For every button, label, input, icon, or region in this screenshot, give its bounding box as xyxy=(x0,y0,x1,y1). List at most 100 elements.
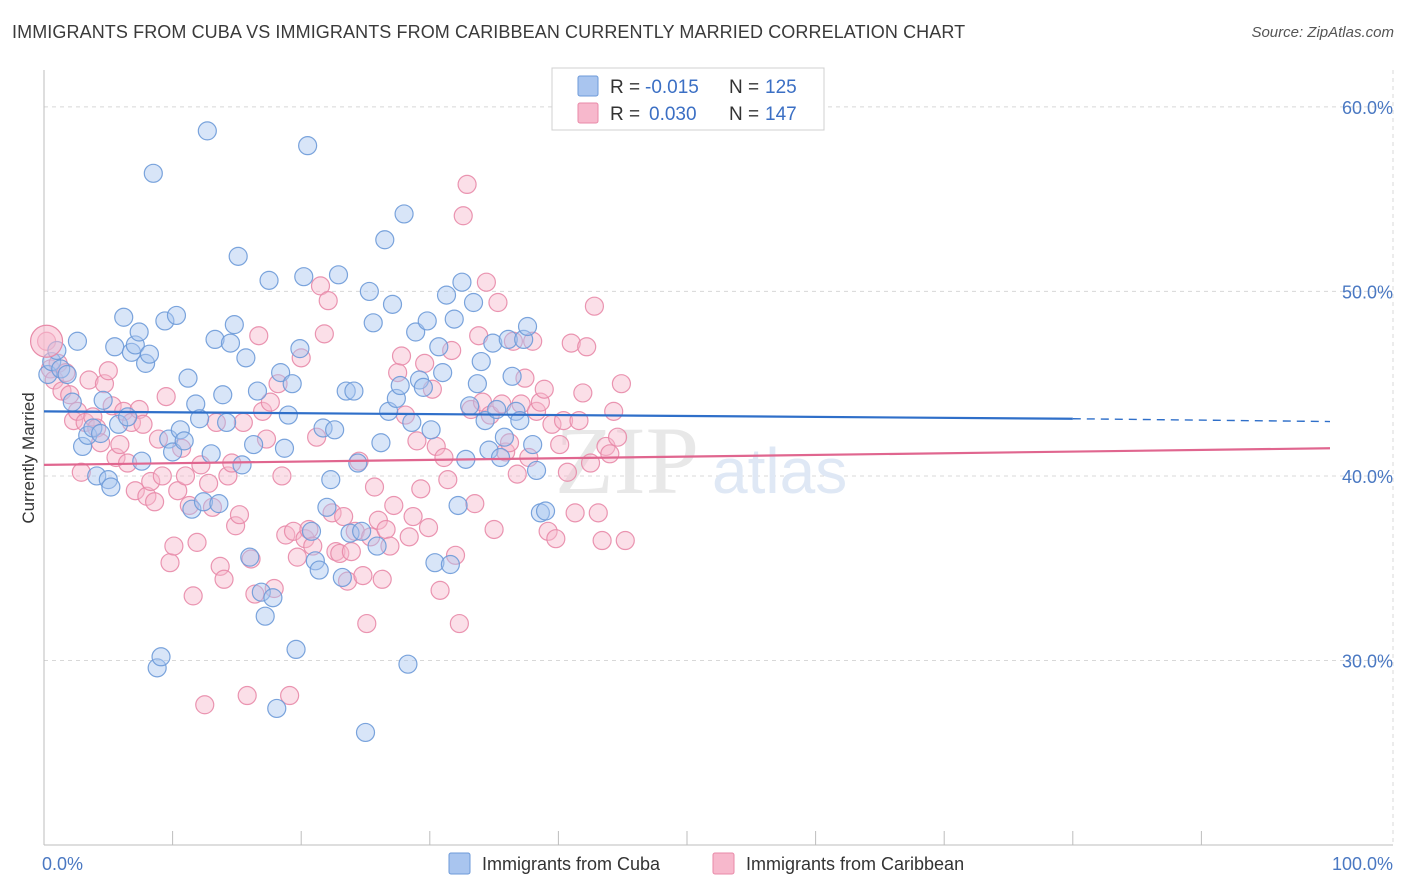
trend-line-caribbean xyxy=(43,447,1331,466)
point-caribbean-38 xyxy=(183,586,203,606)
point-cuba-28 xyxy=(155,311,175,331)
legend-swatch-cuba xyxy=(577,75,599,97)
point-cuba-17 xyxy=(114,307,134,327)
point-caribbean-103 xyxy=(434,447,454,468)
point-caribbean-9 xyxy=(71,462,91,482)
point-cuba-108 xyxy=(463,292,484,313)
point-cuba-97 xyxy=(421,420,441,440)
point-caribbean-23 xyxy=(125,481,145,501)
point-cuba-72 xyxy=(325,420,345,440)
point-caribbean-107 xyxy=(449,613,469,634)
point-caribbean-83 xyxy=(357,613,377,634)
point-cuba-38 xyxy=(193,492,214,512)
point-caribbean-16 xyxy=(98,361,118,381)
point-caribbean-140 xyxy=(577,337,597,357)
point-cuba-117 xyxy=(498,329,518,350)
point-cuba-26 xyxy=(147,658,167,678)
point-caribbean-139 xyxy=(573,383,593,403)
point-caribbean-19 xyxy=(110,434,130,455)
point-cuba-73 xyxy=(328,265,349,285)
point-cuba-66 xyxy=(301,521,322,541)
point-cuba-53 xyxy=(251,582,271,602)
point-caribbean-120 xyxy=(499,433,520,453)
point-cuba-87 xyxy=(382,294,403,314)
point-caribbean-149 xyxy=(611,374,632,394)
point-cuba-62 xyxy=(286,639,306,660)
point-cuba-39 xyxy=(197,121,217,141)
point-caribbean-102 xyxy=(430,580,450,600)
point-caribbean-137 xyxy=(565,503,585,523)
point-caribbean-54 xyxy=(245,584,265,604)
axes xyxy=(43,70,1393,846)
point-cuba-100 xyxy=(433,363,453,383)
point-cuba-116 xyxy=(494,427,514,447)
point-cuba-25 xyxy=(143,163,163,183)
point-cuba-44 xyxy=(217,412,237,433)
point-cuba-27 xyxy=(151,647,171,667)
point-caribbean-130 xyxy=(538,521,558,541)
point-cuba-126 xyxy=(535,501,556,521)
point-cuba-11 xyxy=(90,423,111,444)
point-cuba-92 xyxy=(402,412,422,433)
point-cuba-55 xyxy=(259,270,279,290)
y-tick-label-30: 30.0% xyxy=(1342,651,1393,671)
point-cuba-113 xyxy=(483,333,503,353)
point-cuba-99 xyxy=(429,337,449,357)
point-cuba-74 xyxy=(332,567,352,588)
y-tick-labels: 30.0% 40.0% 50.0% 60.0% xyxy=(1342,98,1393,672)
point-caribbean-34 xyxy=(168,481,188,501)
point-caribbean-41 xyxy=(195,695,215,715)
point-cuba-123 xyxy=(523,434,543,455)
point-cuba-64 xyxy=(294,267,314,287)
point-cuba-90 xyxy=(394,204,414,224)
legend-n-value-caribbean: 147 xyxy=(765,104,797,125)
point-cuba-68 xyxy=(309,560,329,580)
point-caribbean-96 xyxy=(407,431,427,451)
point-caribbean-90 xyxy=(384,495,404,516)
point-cuba-114 xyxy=(487,399,507,420)
point-cuba-111 xyxy=(475,410,495,431)
point-cuba-110 xyxy=(471,351,491,372)
legend-r-value-cuba: -0.015 xyxy=(645,77,699,98)
point-caribbean-32 xyxy=(160,553,180,573)
point-caribbean-69 xyxy=(303,536,323,556)
point-caribbean-132 xyxy=(546,529,566,549)
point-caribbean-11 xyxy=(79,370,99,390)
point-caribbean-85 xyxy=(364,477,385,497)
point-caribbean-143 xyxy=(588,503,608,523)
point-caribbean-49 xyxy=(226,516,246,536)
point-cuba-75 xyxy=(336,381,356,401)
point-caribbean-129 xyxy=(534,379,554,399)
point-cuba-84 xyxy=(371,433,391,453)
point-caribbean-24 xyxy=(129,399,149,420)
legend-swatch-caribbean xyxy=(577,102,599,124)
point-cuba-122 xyxy=(517,316,538,337)
point-cuba-14 xyxy=(101,477,121,497)
point-caribbean-6 xyxy=(60,385,80,405)
legend-r-label-caribbean: R = xyxy=(610,104,640,125)
point-caribbean-43 xyxy=(202,497,223,517)
point-caribbean-27 xyxy=(141,471,161,492)
y-tick-label-60: 60.0% xyxy=(1342,98,1393,118)
point-caribbean-60 xyxy=(268,374,288,394)
point-cuba-85 xyxy=(375,230,395,250)
bottom-legend-swatch-caribbean xyxy=(712,852,735,875)
point-caribbean-50 xyxy=(229,505,250,525)
x-tick-label-max: 100.0% xyxy=(1332,854,1393,874)
source-label: Source: ZipAtlas.com xyxy=(1251,24,1394,41)
point-caribbean-73 xyxy=(318,291,338,311)
point-cuba-70 xyxy=(317,497,337,517)
point-cuba-67 xyxy=(305,551,325,571)
point-cuba-42 xyxy=(209,494,229,514)
point-caribbean-119 xyxy=(496,442,516,462)
point-cuba-46 xyxy=(224,315,244,335)
point-caribbean-79 xyxy=(341,542,361,562)
point-caribbean-148 xyxy=(607,427,628,447)
point-cuba-101 xyxy=(436,285,457,305)
point-cuba-34 xyxy=(178,368,198,388)
point-caribbean-65 xyxy=(287,547,307,567)
point-cuba-65 xyxy=(298,136,318,156)
point-caribbean-97 xyxy=(411,479,431,499)
point-caribbean-42 xyxy=(199,473,219,493)
